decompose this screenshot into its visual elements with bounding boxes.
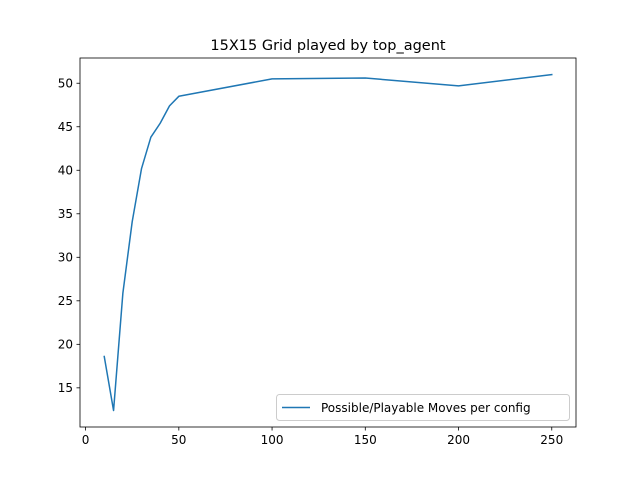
y-tick-label: 50 xyxy=(58,77,73,91)
y-tick-label: 40 xyxy=(58,164,73,178)
legend-box xyxy=(276,394,570,421)
plot-area: 0 50 100 150 200 250 15 20 25 30 35 40 45 50 Possible/… xyxy=(58,57,577,447)
x-tick-label: 250 xyxy=(540,433,563,447)
x-tick-label: 100 xyxy=(261,433,284,447)
series-line-0 xyxy=(103,73,553,412)
axes-frame xyxy=(79,57,577,428)
y-tick-label: 45 xyxy=(58,120,73,134)
y-tick-label: 15 xyxy=(58,381,73,395)
x-tick-label: 200 xyxy=(447,433,470,447)
chart-title: 15X15 Grid played by top_agent xyxy=(210,38,446,54)
x-tick-label: 50 xyxy=(171,433,186,447)
legend: Possible/Playable Moves per config xyxy=(276,394,570,421)
legend-label-0: Possible/Playable Moves per config xyxy=(321,401,531,415)
y-tick-label: 20 xyxy=(58,338,73,352)
x-tick-label: 150 xyxy=(354,433,377,447)
y-tick-label: 30 xyxy=(58,251,73,265)
y-tick-label: 25 xyxy=(58,294,73,308)
x-tick-label: 0 xyxy=(82,433,90,447)
y-tick-label: 35 xyxy=(58,207,73,221)
